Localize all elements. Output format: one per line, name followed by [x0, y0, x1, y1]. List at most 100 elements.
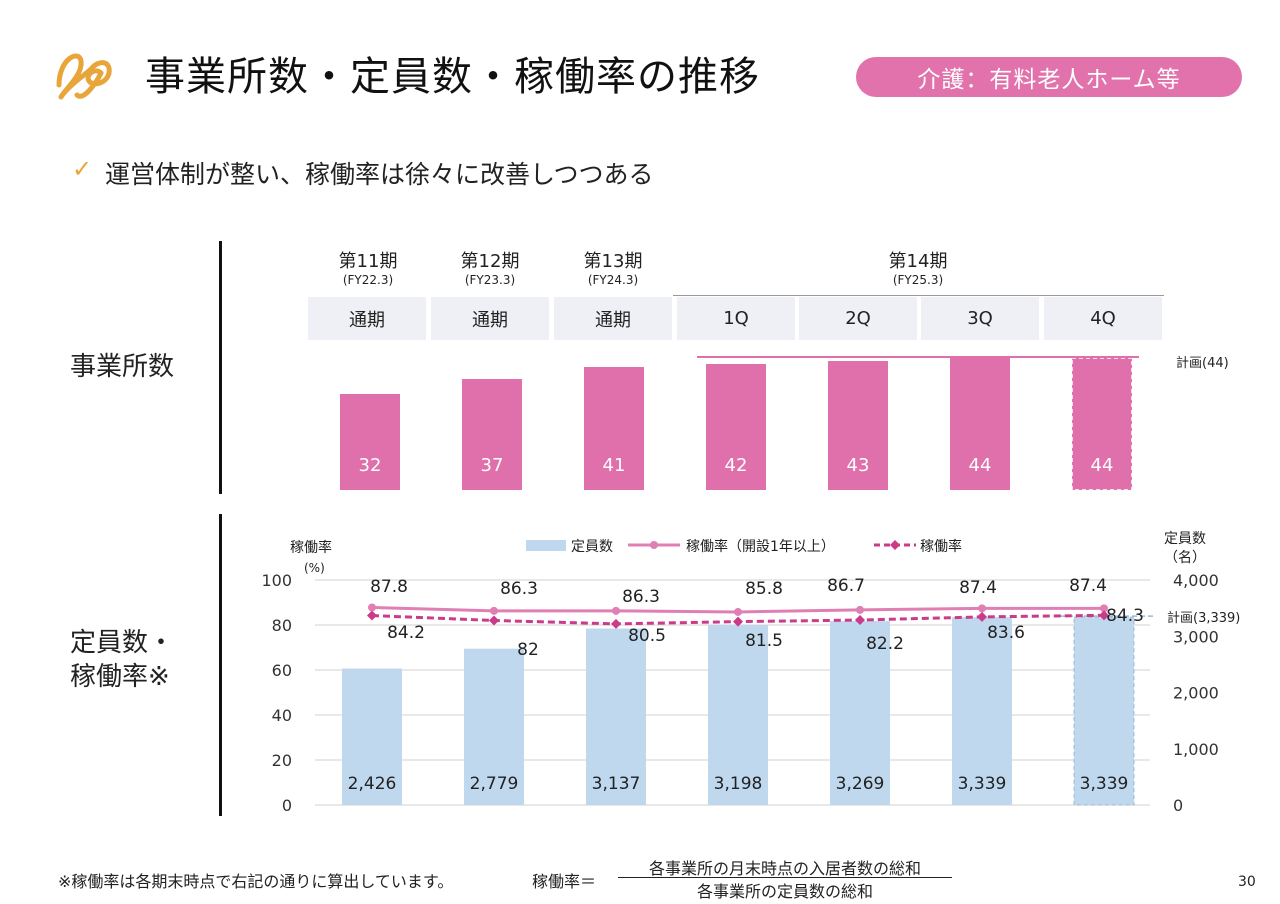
rate-1yr-point — [612, 606, 620, 615]
facilities-bar — [462, 379, 522, 490]
company-logo-icon — [56, 53, 112, 100]
capacity-bar-label: 2,779 — [470, 774, 519, 794]
facilities-bar — [584, 367, 644, 490]
left-axis-unit: (%) — [304, 561, 325, 575]
left-axis-tick: 60 — [272, 661, 292, 680]
facilities-bar — [1071, 357, 1133, 491]
category-badge: 介護：有料老人ホーム等 — [856, 57, 1242, 97]
capacity-bar — [708, 625, 768, 805]
legend-rate-marker — [890, 540, 900, 550]
period-fy-13: (FY24.3) — [587, 273, 639, 287]
right-axis-unit: （名） — [1164, 550, 1206, 566]
rate-1yr-label: 87.4 — [1069, 576, 1107, 596]
capacity-section-label-line2: 稼働率※ — [70, 662, 170, 692]
period-fy-12: (FY23.3) — [464, 273, 516, 287]
capacity-bar — [464, 648, 524, 805]
rate-point — [489, 615, 499, 626]
right-axis-title: 定員数 — [1164, 531, 1206, 547]
rate-1yr-point — [368, 603, 376, 612]
legend-rate-label: 稼働率 — [920, 538, 962, 555]
facilities-bar — [340, 394, 400, 490]
rate-label: 84.2 — [387, 623, 425, 643]
legend-rate-1yr-label: 稼働率（開設1年以上） — [686, 538, 835, 555]
subperiod-cell-2q: 2Q — [799, 297, 917, 340]
right-axis-tick: 3,000 — [1173, 627, 1219, 646]
facilities-bar-label: 44 — [969, 455, 992, 476]
rate-label: 80.5 — [628, 626, 666, 646]
facilities-bar — [828, 361, 888, 490]
capacity-section-divider — [219, 514, 222, 816]
capacity-bar-label: 3,339 — [958, 774, 1007, 794]
left-axis-tick: 80 — [272, 616, 292, 635]
rate-point — [855, 615, 865, 626]
facilities-section-divider — [219, 241, 222, 494]
formula-denominator: 各事業所の定員数の総和 — [696, 882, 873, 901]
left-axis-tick: 20 — [272, 751, 292, 770]
rate-label: 82 — [517, 640, 539, 660]
subperiod-cell-12: 通期 — [431, 297, 549, 340]
period-name-11: 第11期 — [338, 251, 398, 272]
capacity-bar — [830, 621, 890, 805]
capacity-bar-label: 3,269 — [836, 774, 885, 794]
page-number: 30 — [1238, 874, 1256, 890]
subperiod-cell-13: 通期 — [554, 297, 672, 340]
facilities-bar-label: 43 — [847, 455, 870, 476]
formula-fraction-line — [618, 877, 952, 878]
capacity-bar — [952, 617, 1012, 805]
rate-1yr-label: 86.7 — [827, 576, 865, 596]
rate-point — [977, 611, 987, 622]
rate-1yr-point — [1100, 604, 1108, 613]
capacity-bar-label: 3,339 — [1080, 774, 1129, 794]
capacity-bar-label: 3,198 — [714, 774, 763, 794]
rate-point — [611, 618, 621, 629]
period-name-14: 第14期 — [888, 251, 948, 272]
legend-rate-1yr-marker — [650, 541, 658, 549]
left-axis-tick: 40 — [272, 706, 292, 725]
legend-capacity-swatch — [526, 540, 566, 551]
capacity-bar — [1073, 616, 1135, 806]
bullet-text: 運営体制が整い、稼働率は徐々に改善しつつある — [105, 160, 654, 189]
rate-point — [1099, 610, 1109, 621]
rate-point — [733, 616, 743, 627]
capacity-bar — [342, 668, 402, 805]
capacity-bar-label: 3,137 — [592, 774, 641, 794]
right-axis-tick: 1,000 — [1173, 740, 1219, 759]
facilities-bar — [706, 364, 766, 490]
rate-1yr-label: 87.4 — [959, 578, 997, 598]
capacity-bar — [586, 628, 646, 805]
facilities-bar-label: 44 — [1091, 455, 1114, 476]
rate-1yr-label: 85.8 — [745, 579, 783, 599]
right-axis-tick: 4,000 — [1173, 571, 1219, 590]
left-axis-tick: 0 — [282, 796, 292, 815]
formula-label: 稼働率＝ — [532, 872, 597, 891]
facilities-bar-label: 37 — [481, 455, 504, 476]
rate-1yr-point — [734, 607, 742, 616]
right-axis-tick: 0 — [1173, 796, 1183, 815]
facilities-section-label: 事業所数 — [70, 352, 175, 382]
rate-label: 83.6 — [987, 623, 1025, 643]
rate-1yr-point — [856, 605, 864, 614]
right-axis-tick: 2,000 — [1173, 684, 1219, 703]
rate-1yr-point — [978, 604, 986, 613]
left-axis-tick: 100 — [261, 571, 292, 590]
period-name-12: 第12期 — [460, 251, 520, 272]
facilities-plan-label: 計画(44) — [1176, 355, 1229, 371]
page-title: 事業所数・定員数・稼働率の推移 — [145, 54, 760, 100]
rate-label: 82.2 — [866, 634, 904, 654]
check-icon: ✓ — [72, 155, 93, 183]
legend-capacity-label: 定員数 — [571, 539, 613, 555]
subperiod-cell-3q: 3Q — [921, 297, 1039, 340]
rate-point — [367, 610, 377, 621]
subperiod-cell-1q: 1Q — [677, 297, 795, 340]
rate-label: 84.3 — [1106, 606, 1144, 626]
rate-1yr-label: 87.8 — [370, 577, 408, 597]
rate-1yr-label: 86.3 — [500, 579, 538, 599]
period-fy-14: (FY25.3) — [892, 273, 944, 287]
period-fy-11: (FY22.3) — [342, 273, 394, 287]
subperiod-cell-4q: 4Q — [1044, 297, 1162, 340]
facilities-bar-label: 42 — [725, 455, 748, 476]
capacity-plan-label: 計画(3,339) — [1167, 610, 1240, 626]
formula-numerator: 各事業所の月末時点の入居者数の総和 — [648, 859, 921, 878]
subperiod-cell-11: 通期 — [308, 297, 426, 340]
